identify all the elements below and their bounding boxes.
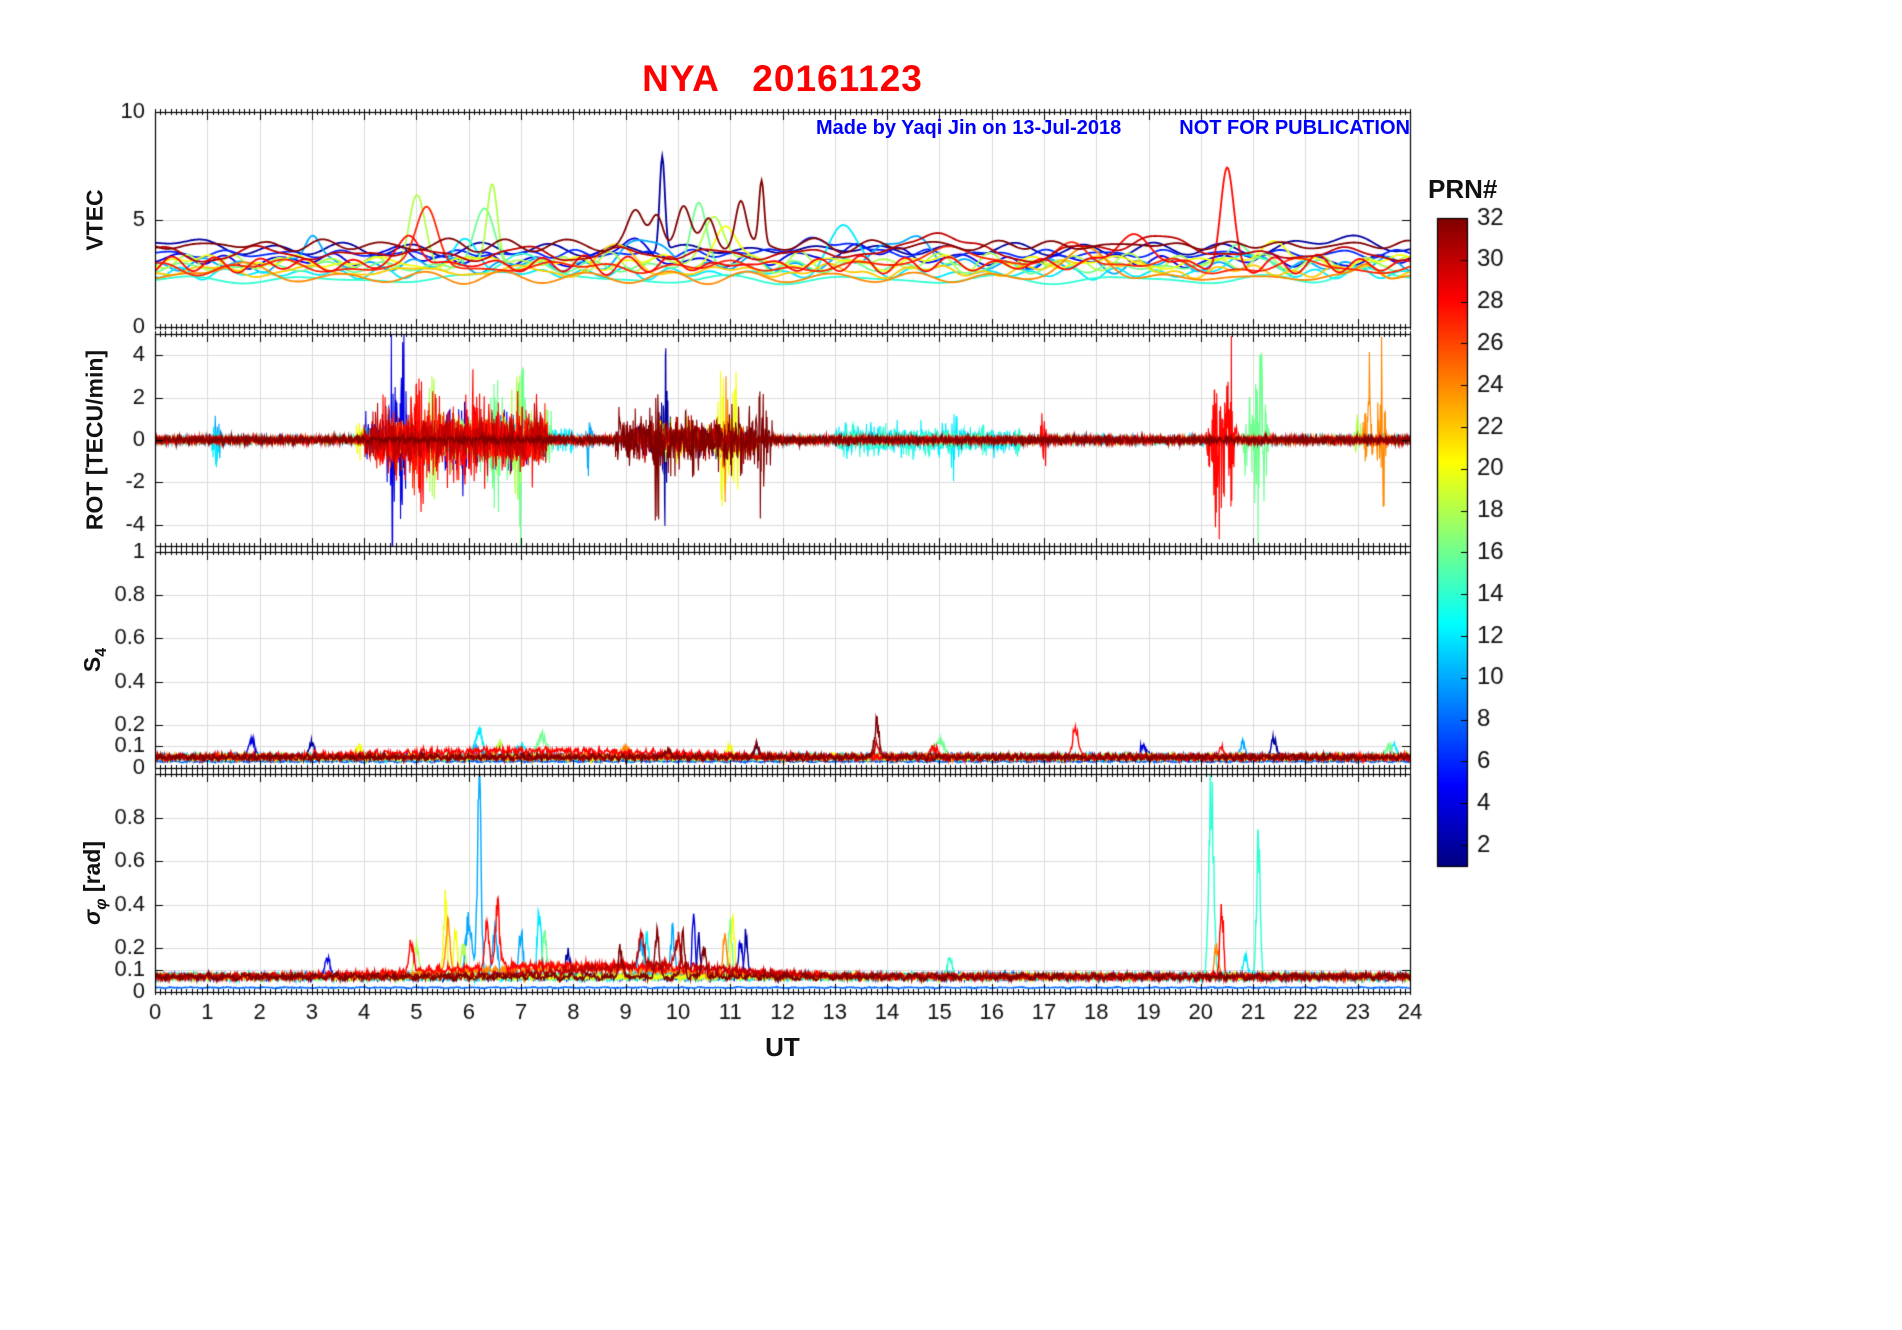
ylabel-rot-text: ROT [TECU/min] [81, 349, 108, 531]
ylabel-sigma-suffix: [rad] [79, 840, 106, 899]
ylabel-s4-sub: 4 [92, 647, 110, 657]
ylabel-sigma-text: σ [79, 909, 106, 926]
notice-text: NOT FOR PUBLICATION [1179, 117, 1410, 139]
ylabel-s4-text: S [79, 656, 106, 673]
xlabel-ut: UT [765, 1032, 800, 1062]
credit-text: Made by Yaqi Jin on 13-Jul-2018 [815, 117, 1122, 139]
colorbar-title: PRN# [1428, 174, 1498, 204]
ylabel-vtec-text: VTEC [81, 189, 108, 251]
chart-title: NYA 20161123 [642, 58, 923, 99]
chart-subtitle: Made by Yaqi Jin on 13-Jul-2018 NOT FOR P… [155, 94, 1410, 163]
ylabel-sigma-sub: φ [92, 898, 110, 910]
